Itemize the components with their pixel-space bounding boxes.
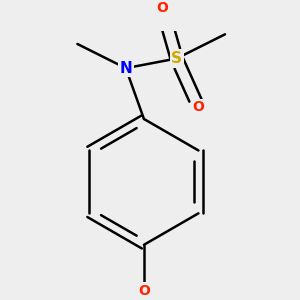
Text: O: O bbox=[156, 1, 168, 15]
Text: S: S bbox=[171, 51, 182, 66]
Text: O: O bbox=[138, 284, 150, 298]
Text: O: O bbox=[193, 100, 204, 114]
Text: N: N bbox=[119, 61, 132, 76]
